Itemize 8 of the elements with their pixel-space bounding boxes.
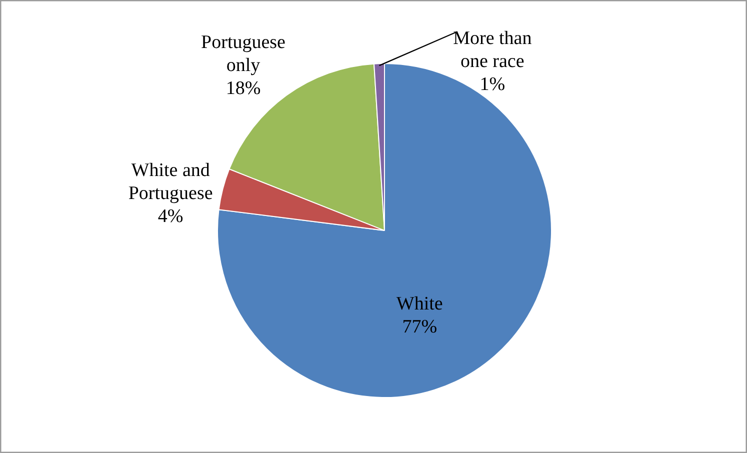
slice-label: White: [396, 293, 443, 314]
data-label: 77%: [402, 316, 438, 338]
slice-label: More than one race: [453, 28, 532, 72]
data-label: 4%: [158, 206, 184, 228]
slice-label: White and Portuguese: [128, 160, 213, 204]
data-label: 18%: [226, 78, 261, 100]
data-label: 1%: [480, 74, 506, 96]
slice-label: Portuguese only: [201, 32, 286, 76]
